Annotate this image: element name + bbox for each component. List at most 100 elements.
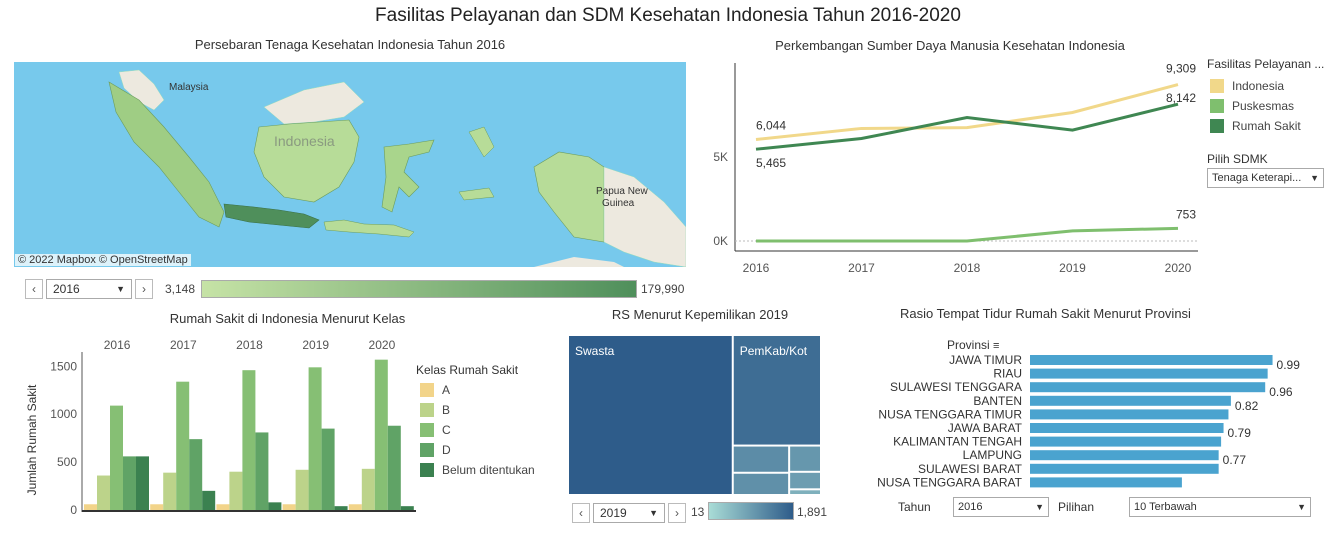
bed-category-label: NUSA TENGGARA TIMUR xyxy=(878,407,1022,421)
java-land[interactable] xyxy=(223,203,320,229)
bed-bar[interactable] xyxy=(1030,477,1182,488)
bed-choice-select[interactable]: 10 Terbawah ▼ xyxy=(1129,497,1311,517)
class-legend-item[interactable]: B xyxy=(420,400,535,420)
treemap-next-button[interactable]: › xyxy=(668,503,686,523)
class-bar-b[interactable] xyxy=(97,475,110,510)
class-bar-d[interactable] xyxy=(387,425,401,510)
map-color-legend xyxy=(201,280,637,298)
class-bar-belum-ditentukan[interactable] xyxy=(400,506,414,510)
class-bar-c[interactable] xyxy=(110,405,123,510)
line-x-tick: 2016 xyxy=(743,261,770,275)
line-series-puskesmas[interactable] xyxy=(756,226,1179,243)
line-legend-item[interactable]: Indonesia xyxy=(1210,76,1301,96)
hospital-class-chart[interactable]: Jumlah Rumah Sakit 0 500 1000 1500 2016 2017… xyxy=(22,330,417,525)
bed-bar[interactable] xyxy=(1030,395,1231,406)
class-legend-item[interactable]: Belum ditentukan xyxy=(420,460,535,480)
class-bar-c[interactable] xyxy=(242,370,256,510)
sulawesi-land[interactable] xyxy=(381,139,435,213)
class-legend-item[interactable]: D xyxy=(420,440,535,460)
treemap-cell[interactable] xyxy=(790,472,820,489)
bed-bar[interactable] xyxy=(1030,463,1219,474)
line-chart[interactable]: 0K 5K 2016 2017 2018 2019 2020 6,044 9,309 753 5… xyxy=(700,55,1205,280)
ownership-treemap[interactable]: Swasta PemKab/Kot xyxy=(568,335,823,497)
class-bar-belum-ditentukan[interactable] xyxy=(136,456,149,510)
class-bar-a[interactable] xyxy=(150,504,164,510)
class-legend-item[interactable]: C xyxy=(420,420,535,440)
line-x-tick: 2018 xyxy=(954,261,981,275)
class-bar-d[interactable] xyxy=(255,432,269,510)
treemap-cell-label: PemKab/Kot xyxy=(740,344,808,358)
legend-label: A xyxy=(442,383,451,397)
legend-swatch xyxy=(420,463,434,477)
line-series-indonesia[interactable] xyxy=(755,83,1179,141)
line-y-tick: 0K xyxy=(713,234,728,248)
indonesia-map[interactable]: Malaysia Indonesia Papua New Guinea xyxy=(14,62,687,268)
nusa-tenggara-land[interactable] xyxy=(323,219,415,238)
class-bar-d[interactable] xyxy=(123,456,136,510)
line-series-rumah-sakit[interactable] xyxy=(755,102,1179,151)
bed-bar[interactable] xyxy=(1030,368,1268,379)
map-year-select[interactable]: 2016 ▼ xyxy=(46,279,132,299)
bed-bar[interactable] xyxy=(1030,409,1229,420)
class-bar-a[interactable] xyxy=(216,504,230,510)
treemap-cell[interactable] xyxy=(790,446,820,471)
legend-label: D xyxy=(442,443,451,457)
bed-axis-label: Provinsi ≡ xyxy=(947,338,999,352)
treemap-cell[interactable] xyxy=(733,446,789,472)
treemap-year-select[interactable]: 2019 ▼ xyxy=(593,503,665,523)
line-x-tick: 2020 xyxy=(1165,261,1192,275)
class-bar-c[interactable] xyxy=(176,381,190,510)
maluku-north-land[interactable] xyxy=(468,126,495,158)
treemap-prev-button[interactable]: ‹ xyxy=(572,503,590,523)
class-y-tick: 1500 xyxy=(50,359,77,373)
class-bar-belum-ditentukan[interactable] xyxy=(202,490,216,510)
class-bar-c[interactable] xyxy=(374,359,388,510)
treemap-cell[interactable] xyxy=(569,336,732,494)
bed-bar[interactable] xyxy=(1030,450,1219,461)
class-bar-b[interactable] xyxy=(295,469,309,510)
class-bar-b[interactable] xyxy=(229,471,243,510)
class-bar-a[interactable] xyxy=(282,504,296,510)
class-bar-d[interactable] xyxy=(189,439,203,510)
treemap-cell[interactable] xyxy=(790,490,820,494)
class-category-label: 2019 xyxy=(302,338,329,352)
bed-bar[interactable] xyxy=(1030,423,1224,433)
class-bar-b[interactable] xyxy=(163,472,177,510)
class-bar-a[interactable] xyxy=(84,504,97,510)
bed-bar[interactable] xyxy=(1030,436,1222,447)
sumatra-land[interactable] xyxy=(108,81,225,228)
kalimantan-land[interactable] xyxy=(253,119,360,203)
maluku-land[interactable] xyxy=(458,187,495,201)
bed-bar[interactable] xyxy=(1030,355,1273,365)
bed-axis-label-text: Provinsi xyxy=(947,338,990,352)
class-bar-c[interactable] xyxy=(308,367,322,510)
bed-data-label: 0.82 xyxy=(1235,399,1259,413)
map-prev-button[interactable]: ‹ xyxy=(25,279,43,299)
class-bar-a[interactable] xyxy=(348,504,362,510)
map-view[interactable]: Malaysia Indonesia Papua New Guinea © 20… xyxy=(14,62,687,268)
line-legend-item[interactable]: Rumah Sakit xyxy=(1210,116,1301,136)
sort-icon[interactable]: ≡ xyxy=(993,340,1000,352)
sdmk-label: Pilih SDMK xyxy=(1207,152,1268,166)
malaysia-label: Malaysia xyxy=(169,82,209,93)
map-next-button[interactable]: › xyxy=(135,279,153,299)
treemap-cell[interactable] xyxy=(733,473,789,494)
line-legend-item[interactable]: Puskesmas xyxy=(1210,96,1301,116)
bed-bar[interactable] xyxy=(1030,382,1266,393)
legend-label: C xyxy=(442,423,451,437)
line-legend: Indonesia Puskesmas Rumah Sakit xyxy=(1210,76,1301,136)
class-bar-belum-ditentukan[interactable] xyxy=(334,506,348,510)
bed-year-label: Tahun xyxy=(898,500,931,514)
bed-category-label: SULAWESI TENGGARA xyxy=(890,380,1022,394)
class-bar-belum-ditentukan[interactable] xyxy=(268,502,282,510)
sdmk-select[interactable]: Tenaga Keterapi... ▼ xyxy=(1207,168,1324,188)
class-bar-b[interactable] xyxy=(361,468,375,510)
class-legend-item[interactable]: A xyxy=(420,380,535,400)
bed-category-label: SULAWESI BARAT xyxy=(918,462,1023,476)
treemap-cell[interactable] xyxy=(733,336,820,445)
class-bar-d[interactable] xyxy=(321,428,335,510)
indonesia-label: Indonesia xyxy=(274,133,335,149)
line-y-tick: 5K xyxy=(713,150,728,164)
bed-year-select[interactable]: 2016 ▼ xyxy=(953,497,1049,517)
